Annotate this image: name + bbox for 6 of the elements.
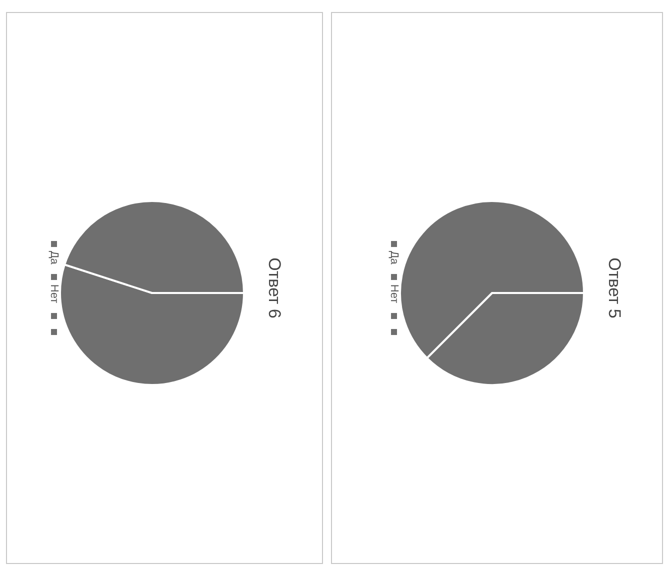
- legend-label: Да: [388, 250, 400, 264]
- legend-label: Да: [48, 250, 60, 264]
- text: Ответ 6: [264, 256, 284, 320]
- legend-label: Нет: [48, 284, 60, 304]
- text: Ответ 5: [604, 256, 624, 320]
- legend-label: Нет: [388, 284, 400, 304]
